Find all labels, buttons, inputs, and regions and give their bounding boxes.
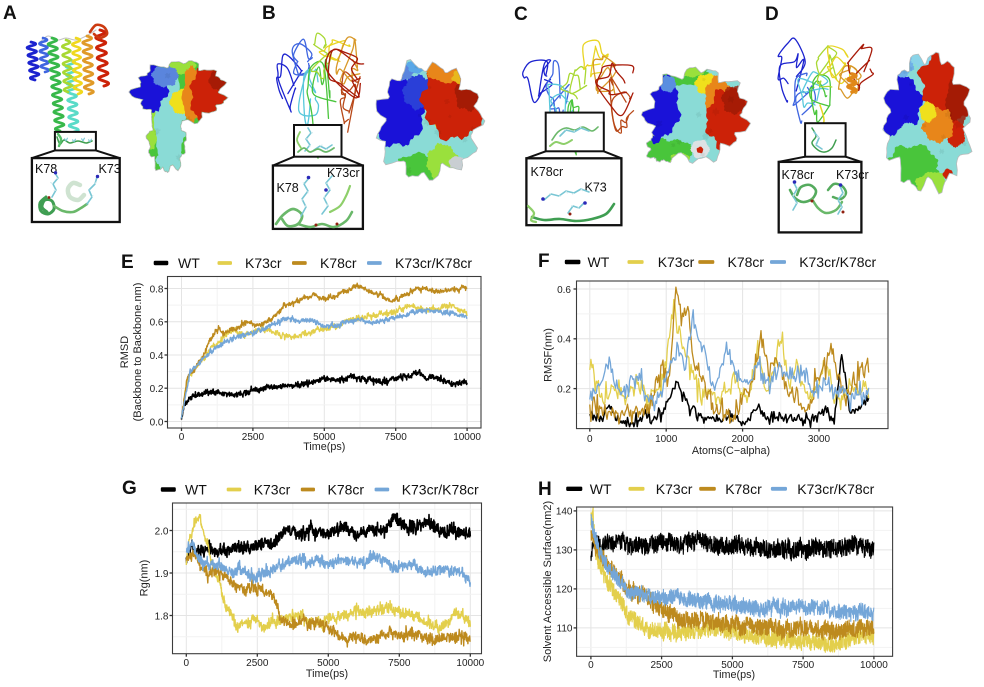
svg-text:2500: 2500 [650,660,673,671]
svg-text:10000: 10000 [456,658,484,669]
svg-text:2000: 2000 [731,434,754,445]
svg-text:0.8: 0.8 [150,284,164,295]
svg-text:2.0: 2.0 [155,526,169,537]
svg-text:WT: WT [185,482,207,498]
svg-text:K73cr: K73cr [656,481,693,497]
svg-text:K78cr: K78cr [728,254,765,270]
svg-text:Rg(nm): Rg(nm) [139,560,151,597]
svg-text:1000: 1000 [655,434,678,445]
svg-text:C: C [514,4,528,25]
svg-text:A: A [3,3,17,24]
svg-text:1.8: 1.8 [155,611,169,622]
svg-text:WT: WT [178,255,200,271]
svg-text:0.0: 0.0 [150,417,164,428]
svg-text:1.9: 1.9 [155,569,169,580]
svg-text:K78: K78 [35,162,57,176]
svg-text:0: 0 [179,432,185,443]
svg-text:K73cr/K78cr: K73cr/K78cr [799,254,876,270]
svg-text:0: 0 [184,658,190,669]
svg-text:K73cr: K73cr [658,254,695,270]
svg-text:0.4: 0.4 [150,351,164,362]
svg-text:10000: 10000 [860,660,888,671]
svg-text:G: G [122,478,137,499]
svg-text:Time(ps): Time(ps) [306,668,348,680]
svg-text:7500: 7500 [388,658,411,669]
svg-text:E: E [121,252,134,273]
svg-text:Solvent Accessible Surface(nm2: Solvent Accessible Surface(nm2) [542,501,554,662]
svg-text:140: 140 [556,507,573,518]
svg-text:0: 0 [587,434,593,445]
svg-text:K78cr: K78cr [320,255,357,271]
svg-text:WT: WT [590,481,612,497]
svg-text:K73cr/K78cr: K73cr/K78cr [395,255,472,271]
svg-text:B: B [262,3,276,24]
svg-text:RMSD: RMSD [119,336,131,368]
svg-text:Time(ps): Time(ps) [303,441,345,453]
svg-text:K73cr/K78cr: K73cr/K78cr [797,481,874,497]
svg-text:D: D [765,4,779,25]
svg-text:WT: WT [588,254,610,270]
svg-text:K73cr: K73cr [254,482,291,498]
svg-text:K73cr: K73cr [245,255,282,271]
svg-text:10000: 10000 [453,432,481,443]
svg-text:K78cr: K78cr [531,165,564,179]
svg-text:130: 130 [556,546,573,557]
svg-text:RMSF(nm): RMSF(nm) [543,328,555,382]
svg-text:2500: 2500 [242,432,265,443]
svg-text:0.2: 0.2 [150,384,164,395]
svg-text:0.6: 0.6 [557,285,571,296]
svg-text:K78cr: K78cr [725,481,762,497]
svg-text:K78: K78 [277,181,299,195]
svg-text:0.6: 0.6 [150,318,164,329]
svg-text:F: F [538,251,550,272]
svg-text:K78cr: K78cr [782,168,815,182]
svg-text:H: H [538,479,552,500]
svg-text:3000: 3000 [808,434,831,445]
svg-text:K78cr: K78cr [328,482,365,498]
svg-text:120: 120 [556,585,573,596]
svg-text:7500: 7500 [385,432,408,443]
svg-text:K73: K73 [99,162,121,176]
svg-text:0: 0 [588,660,594,671]
svg-text:110: 110 [557,624,573,635]
svg-text:Time(ps): Time(ps) [713,669,755,681]
svg-text:7500: 7500 [792,660,815,671]
svg-text:0.2: 0.2 [557,384,571,395]
svg-text:Atoms(C−alpha): Atoms(C−alpha) [692,445,770,457]
svg-text:(Backbone to Backbone.nm): (Backbone to Backbone.nm) [132,283,144,422]
svg-text:2500: 2500 [246,658,269,669]
svg-text:K73cr: K73cr [327,166,360,180]
svg-text:K73cr: K73cr [836,168,869,182]
svg-text:0.4: 0.4 [557,335,571,346]
svg-text:K73cr/K78cr: K73cr/K78cr [402,482,479,498]
